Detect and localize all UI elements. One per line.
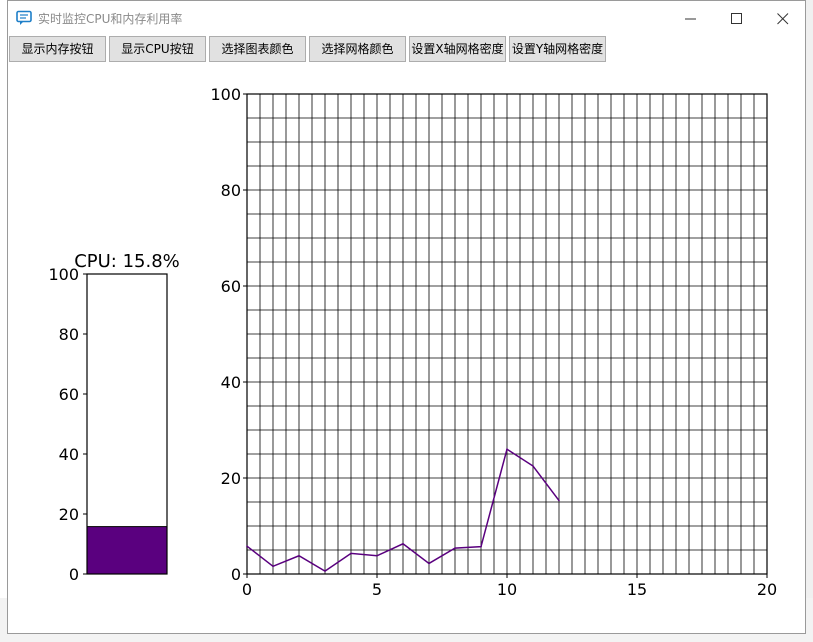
cpu-gauge-title: CPU: 15.8%	[74, 251, 180, 272]
cpu-gauge-bar	[86, 526, 168, 575]
maximize-icon	[731, 13, 742, 24]
window-title: 实时监控CPU和内存利用率	[38, 12, 183, 26]
x-axis-tick-label: 0	[242, 580, 252, 599]
cpu-usage-point	[480, 545, 482, 548]
choose-chart-color-button[interactable]: 选择图表颜色	[209, 36, 306, 62]
cpu-usage-point	[506, 448, 508, 451]
toolbar: 显示内存按钮 显示CPU按钮 选择图表颜色 选择网格颜色 设置X轴网格密度 设置…	[8, 36, 805, 64]
cpu-usage-point	[402, 542, 404, 545]
cpu-usage-point	[350, 552, 352, 555]
show-cpu-button[interactable]: 显示CPU按钮	[109, 36, 206, 62]
cpu-gauge-tick-label: 40	[59, 445, 79, 464]
minimize-button[interactable]	[668, 1, 714, 35]
cpu-gauge-tick-label: 100	[48, 265, 79, 284]
cpu-usage-point	[272, 565, 274, 568]
x-axis-tick-label: 15	[627, 580, 647, 599]
cpu-gauge-tick-label: 80	[59, 325, 79, 344]
title-bar[interactable]: 实时监控CPU和内存利用率	[8, 1, 805, 35]
y-axis-tick-label: 100	[210, 85, 241, 104]
cpu-usage-point	[532, 465, 534, 467]
y-axis-tick-label: 40	[221, 373, 241, 392]
cpu-usage-point	[454, 547, 456, 549]
y-axis-tick-label: 80	[221, 181, 241, 200]
background-window-edge	[0, 0, 8, 642]
close-icon	[777, 13, 789, 25]
cpu-gauge-tick-label: 20	[59, 505, 79, 524]
choose-grid-color-button[interactable]: 选择网格颜色	[309, 36, 406, 62]
close-button[interactable]	[760, 1, 806, 35]
cpu-usage-point	[324, 570, 326, 572]
cpu-gauge-frame	[86, 273, 168, 575]
x-axis-tick-label: 10	[497, 580, 517, 599]
cpu-gauge-tick-label: 0	[69, 565, 79, 584]
monitor-chat-icon	[16, 10, 32, 25]
y-axis-tick-label: 60	[221, 277, 241, 296]
set-y-grid-density-button[interactable]: 设置Y轴网格密度	[509, 36, 606, 62]
maximize-button[interactable]	[714, 1, 760, 35]
y-axis-tick-label: 0	[231, 565, 241, 584]
minimize-icon	[685, 18, 696, 20]
set-x-grid-density-button[interactable]: 设置X轴网格密度	[409, 36, 506, 62]
cpu-gauge-background	[87, 274, 167, 574]
cpu-usage-point	[246, 545, 248, 547]
cpu-gauge-tick-label: 60	[59, 385, 79, 404]
cpu-usage-point	[298, 554, 300, 557]
line-chart-grid	[247, 94, 767, 574]
show-memory-button[interactable]: 显示内存按钮	[9, 36, 106, 62]
cpu-usage-point	[376, 554, 378, 557]
x-axis-tick-label: 20	[757, 580, 777, 599]
cpu-usage-point	[558, 499, 560, 502]
y-axis-tick-label: 20	[221, 469, 241, 488]
cpu-usage-point	[428, 562, 430, 565]
x-axis-tick-label: 5	[372, 580, 382, 599]
